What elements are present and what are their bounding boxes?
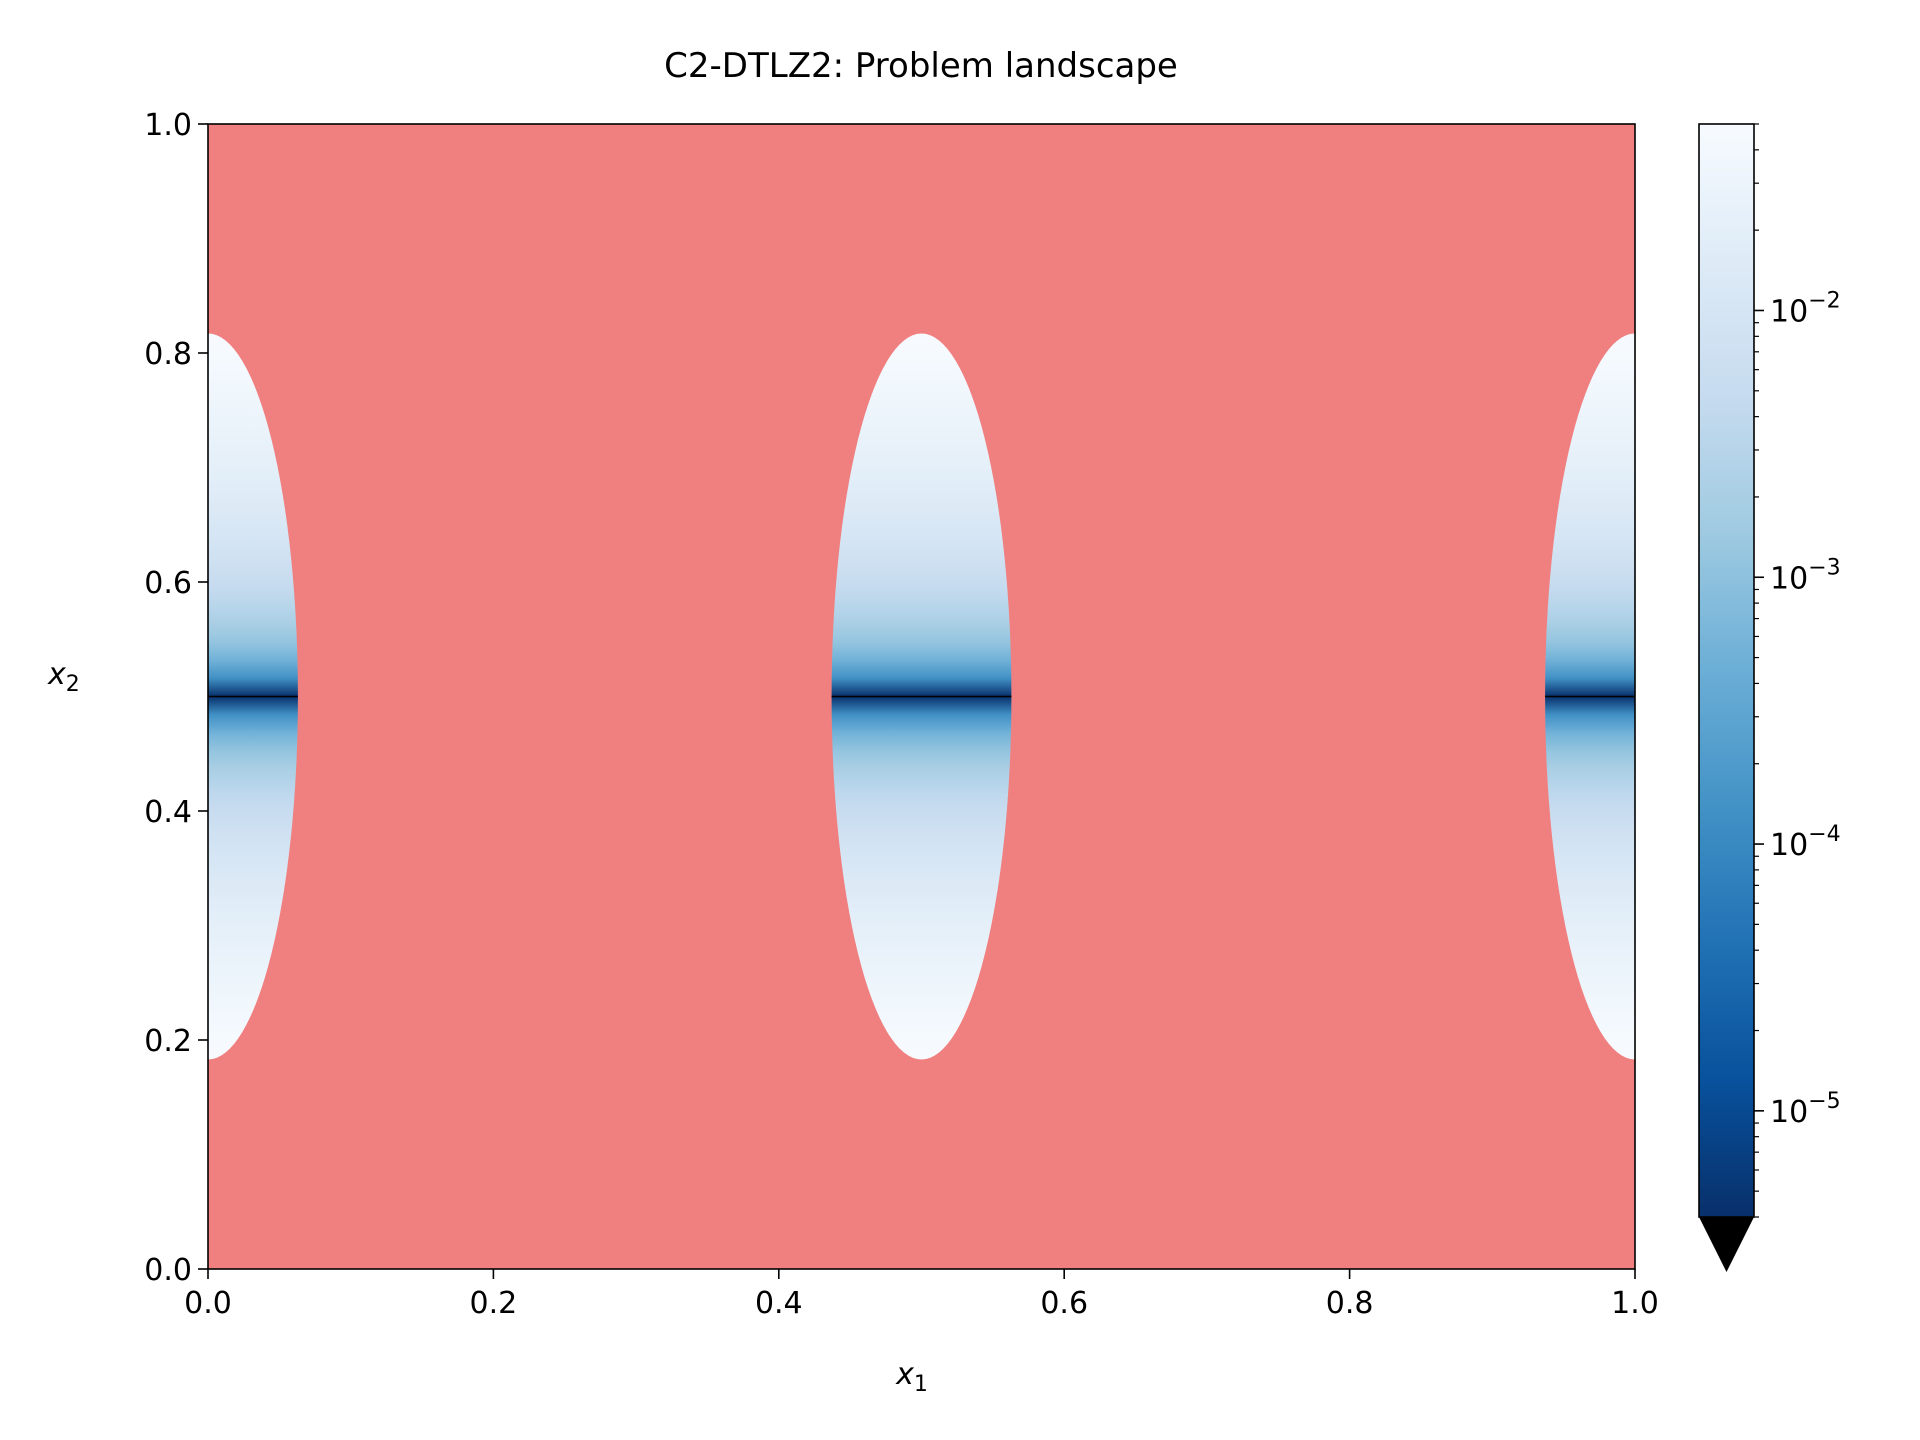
y-axis-label-main: x [47,657,66,692]
y-axis-label: x2 [47,657,80,697]
colorbar-tick-base: 10 [1770,561,1808,596]
y-tick-label: 0.6 [144,566,192,601]
colorbar-tick-exponent: −5 [1808,1089,1840,1114]
x-tick-label: 0.8 [1326,1286,1374,1321]
colorbar-tick-base: 10 [1770,828,1808,863]
x-axis-ticks: 0.0 0.2 0.4 0.6 0.8 1.0 [184,1269,1659,1321]
colorbar-tick-label: 10−3 [1770,555,1841,596]
y-axis-label-subscript: 2 [66,672,80,697]
colorbar-tick-exponent: −3 [1808,555,1840,580]
y-tick-label: 0.8 [144,337,192,372]
colorbar-tick-base: 10 [1770,294,1808,329]
colorbar-extend-min-triangle [1699,1217,1754,1272]
x-tick-label: 0.6 [1040,1286,1088,1321]
colorbar-tick-base: 10 [1770,1095,1808,1130]
x-axis-label-main: x [895,1357,914,1392]
colorbar-frame [1698,123,1755,1218]
x-axis-label: x1 [895,1357,928,1397]
colorbar-tick-label: 10−2 [1770,288,1841,329]
colorbar-gradient [1699,124,1754,1217]
y-tick-label: 0.2 [144,1024,192,1059]
colorbar-tick-exponent: −2 [1808,288,1840,313]
colorbar-tick-label: 10−5 [1770,1089,1841,1130]
colorbar-ticks: 10−510−410−310−2 [1754,123,1841,1218]
x-tick-label: 1.0 [1611,1286,1659,1321]
chart-title: C2-DTLZ2: Problem landscape [664,46,1178,86]
x-tick-label: 0.2 [470,1286,518,1321]
y-tick-label: 1.0 [144,108,192,143]
x-tick-label: 0.0 [184,1286,232,1321]
y-tick-label: 0.4 [144,795,192,830]
colorbar: 10−510−410−310−2 [1698,123,1841,1272]
plot-frame [207,123,1636,1270]
y-tick-label: 0.0 [144,1253,192,1288]
x-tick-label: 0.4 [755,1286,803,1321]
y-axis-ticks: 0.0 0.2 0.4 0.6 0.8 1.0 [144,108,208,1288]
colorbar-tick-label: 10−4 [1770,822,1841,863]
x-axis-label-subscript: 1 [914,1372,928,1397]
plot-area [207,123,1636,1270]
colorbar-tick-exponent: −4 [1808,822,1840,847]
